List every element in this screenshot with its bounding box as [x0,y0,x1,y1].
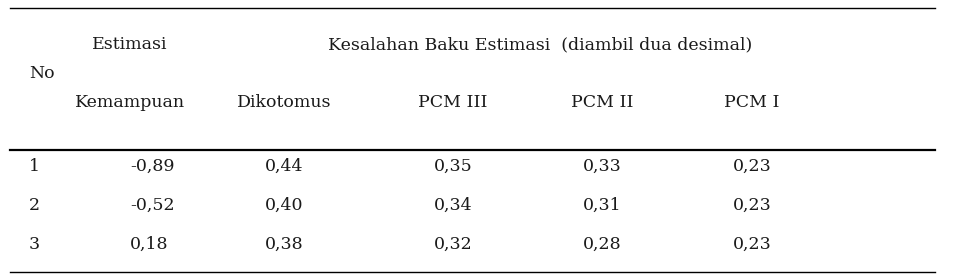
Text: 0,40: 0,40 [265,197,304,214]
Text: 1: 1 [29,158,40,175]
Text: Kesalahan Baku Estimasi  (diambil dua desimal): Kesalahan Baku Estimasi (diambil dua des… [328,36,752,53]
Text: 0,28: 0,28 [583,236,622,253]
Text: 0,23: 0,23 [733,236,771,253]
Text: Estimasi: Estimasi [93,36,168,53]
Text: 0,31: 0,31 [583,197,622,214]
Text: 0,23: 0,23 [733,197,771,214]
Text: PCM I: PCM I [724,94,780,111]
Text: 0,23: 0,23 [733,158,771,175]
Text: PCM III: PCM III [418,94,488,111]
Text: Dikotomus: Dikotomus [237,94,332,111]
Text: -0,89: -0,89 [130,158,174,175]
Text: 0,35: 0,35 [434,158,472,175]
Text: 0,44: 0,44 [265,158,304,175]
Text: -0,52: -0,52 [130,197,174,214]
Text: PCM II: PCM II [572,94,633,111]
Text: 2: 2 [29,197,40,214]
Text: 0,34: 0,34 [434,197,472,214]
Text: 0,32: 0,32 [434,236,472,253]
Text: 0,38: 0,38 [265,236,304,253]
Text: 0,33: 0,33 [583,158,622,175]
Text: 0,18: 0,18 [130,236,169,253]
Text: 3: 3 [29,236,40,253]
Text: Kemampuan: Kemampuan [75,94,185,111]
Text: No: No [29,65,55,82]
